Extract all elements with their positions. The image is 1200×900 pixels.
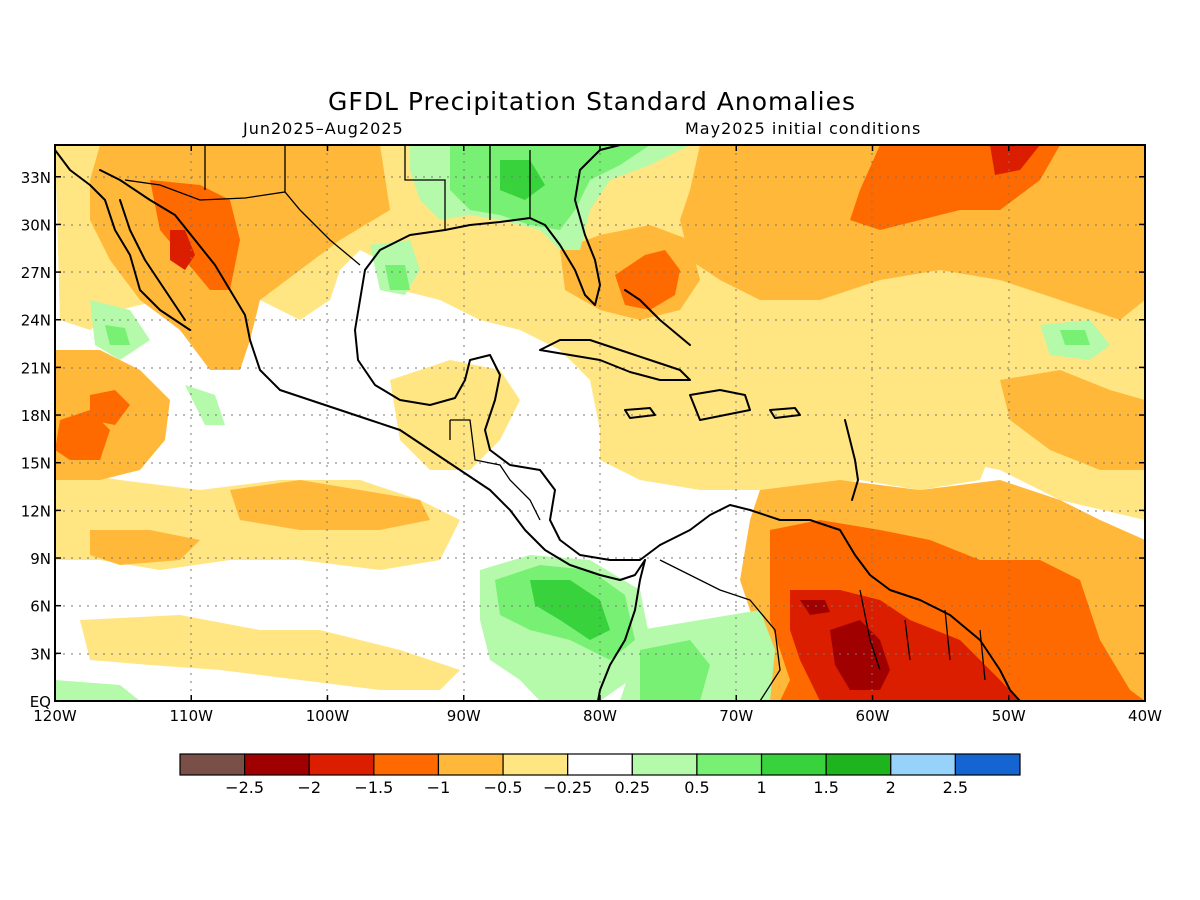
colorbar-swatch bbox=[179, 753, 246, 776]
colorbar-swatch bbox=[890, 753, 956, 776]
anomaly-extreme-dry-guyana bbox=[830, 620, 890, 690]
x-tick-label: 120W bbox=[33, 707, 77, 725]
longitude-axis-labels: 120W 110W 100W 90W 80W 70W 60W 50W 40W bbox=[33, 707, 1162, 725]
y-tick-label: 12N bbox=[21, 502, 51, 520]
coastline-south-america-north bbox=[659, 504, 1021, 701]
y-tick-label: 3N bbox=[30, 645, 51, 663]
anomaly-wet-strong-southeast-us bbox=[500, 160, 545, 200]
x-tick-label: 60W bbox=[856, 707, 890, 725]
colorbar-swatch bbox=[954, 753, 1021, 776]
x-tick-label: 100W bbox=[306, 707, 350, 725]
map-subtitle-initial-conditions: May2025 initial conditions bbox=[685, 119, 921, 138]
colorbar-swatch bbox=[437, 753, 504, 776]
border-south-america bbox=[659, 559, 986, 701]
anomaly-dry-strong-pacific bbox=[55, 410, 110, 460]
coastline-cuba bbox=[539, 339, 691, 381]
map-title: GFDL Precipitation Standard Anomalies bbox=[328, 87, 856, 116]
anomaly-dry-strong-mexico bbox=[150, 180, 240, 290]
colorbar-label: 2 bbox=[886, 778, 896, 797]
colorbar-label: 0.25 bbox=[614, 778, 650, 797]
anomaly-wet-moderate-amazon-north bbox=[640, 640, 710, 701]
colorbar bbox=[179, 753, 1021, 776]
colorbar-label: −0.25 bbox=[543, 778, 592, 797]
colorbar-swatch bbox=[760, 753, 827, 776]
y-tick-label: 30N bbox=[21, 216, 51, 234]
anomaly-extreme-dry-venezuela bbox=[800, 600, 830, 615]
border-us-mexico bbox=[124, 179, 361, 266]
colorbar-swatch bbox=[373, 753, 440, 776]
anomaly-dry-moderate-pacific-south bbox=[90, 530, 200, 565]
colorbar-swatch bbox=[696, 753, 763, 776]
coastline-north-america-pacific bbox=[55, 149, 646, 581]
coastline-puerto-rico bbox=[769, 407, 801, 419]
colorbar-swatch bbox=[825, 753, 892, 776]
anomaly-wet-slight-south-pacific bbox=[55, 680, 140, 701]
colorbar-swatch bbox=[308, 753, 375, 776]
y-tick-label: 18N bbox=[21, 407, 51, 425]
colorbar-label: 0.5 bbox=[684, 778, 709, 797]
colorbar-label: −1 bbox=[427, 778, 451, 797]
map-subtitle-period: Jun2025–Aug2025 bbox=[242, 119, 404, 138]
coastlines bbox=[55, 145, 1021, 701]
colorbar-label: 1.5 bbox=[813, 778, 838, 797]
map-panel bbox=[55, 145, 1145, 701]
anomaly-dry-moderate-east-pacific-band bbox=[230, 480, 430, 530]
coastline-us-gulf-florida bbox=[444, 145, 621, 306]
anomaly-dry-slight-caribbean bbox=[600, 380, 1000, 490]
y-tick-label: 21N bbox=[21, 359, 51, 377]
colorbar-swatch bbox=[502, 753, 569, 776]
y-tick-label: 27N bbox=[21, 264, 51, 282]
map-axis-ticks bbox=[54, 145, 1146, 702]
anomaly-dry-strong-pacific-small bbox=[90, 390, 130, 425]
colorbar-swatch bbox=[631, 753, 698, 776]
colorbar-label: −1.5 bbox=[354, 778, 393, 797]
anomaly-dry-slight-south-pacific bbox=[80, 615, 460, 690]
anomaly-wet-moderate-gulf bbox=[385, 265, 410, 290]
coastline-lesser-antilles bbox=[844, 419, 859, 501]
colorbar-label: −0.5 bbox=[484, 778, 523, 797]
y-tick-label: EQ bbox=[30, 693, 51, 711]
anomaly-very-dry-mexico bbox=[170, 230, 195, 270]
y-tick-label: 33N bbox=[21, 169, 51, 187]
coastline-central-america-caribbean bbox=[489, 449, 661, 561]
border-us-states bbox=[204, 145, 531, 230]
coastline-bahamas bbox=[624, 289, 691, 346]
colorbar-label: 1 bbox=[756, 778, 766, 797]
y-tick-label: 6N bbox=[30, 598, 51, 616]
colorbar-swatch bbox=[567, 753, 633, 776]
y-tick-label: 24N bbox=[21, 312, 51, 330]
coastline-gulf-of-mexico bbox=[354, 229, 501, 451]
x-tick-label: 80W bbox=[583, 707, 617, 725]
coastline-south-america-pacific bbox=[597, 559, 646, 701]
x-tick-label: 70W bbox=[719, 707, 753, 725]
coastline-hispaniola bbox=[689, 389, 751, 421]
coastline-jamaica bbox=[624, 407, 656, 419]
anomaly-wet-moderate-pacific-west bbox=[105, 325, 130, 345]
anomaly-wet-moderate-atlantic bbox=[1060, 330, 1090, 345]
latitude-axis-labels: EQ 3N 6N 9N 12N 15N 18N 21N 24N 27N 30N 33N bbox=[21, 169, 51, 711]
y-tick-label: 15N bbox=[21, 455, 51, 473]
x-tick-label: 90W bbox=[447, 707, 481, 725]
anomaly-very-dry-north-atlantic bbox=[990, 145, 1040, 175]
anomaly-wet-strong-colombia bbox=[530, 580, 610, 640]
y-tick-label: 9N bbox=[30, 550, 51, 568]
x-tick-label: 50W bbox=[992, 707, 1026, 725]
anomaly-dry-moderate-north-atlantic bbox=[680, 145, 1145, 320]
x-tick-label: 40W bbox=[1128, 707, 1162, 725]
colorbar-swatch bbox=[244, 753, 310, 776]
colorbar-labels: −2.5 −2 −1.5 −1 −0.5 −0.25 0.25 0.5 1 1.5 2 2.5 bbox=[225, 778, 968, 797]
colorbar-label: 2.5 bbox=[943, 778, 968, 797]
colorbar-label: −2 bbox=[297, 778, 321, 797]
anomaly-dry-moderate-east-atlantic bbox=[1000, 370, 1145, 470]
coastline-baja-california bbox=[119, 199, 186, 321]
x-tick-label: 110W bbox=[170, 707, 214, 725]
border-central-america bbox=[449, 419, 541, 521]
political-borders bbox=[124, 145, 986, 701]
colorbar-label: −2.5 bbox=[225, 778, 264, 797]
